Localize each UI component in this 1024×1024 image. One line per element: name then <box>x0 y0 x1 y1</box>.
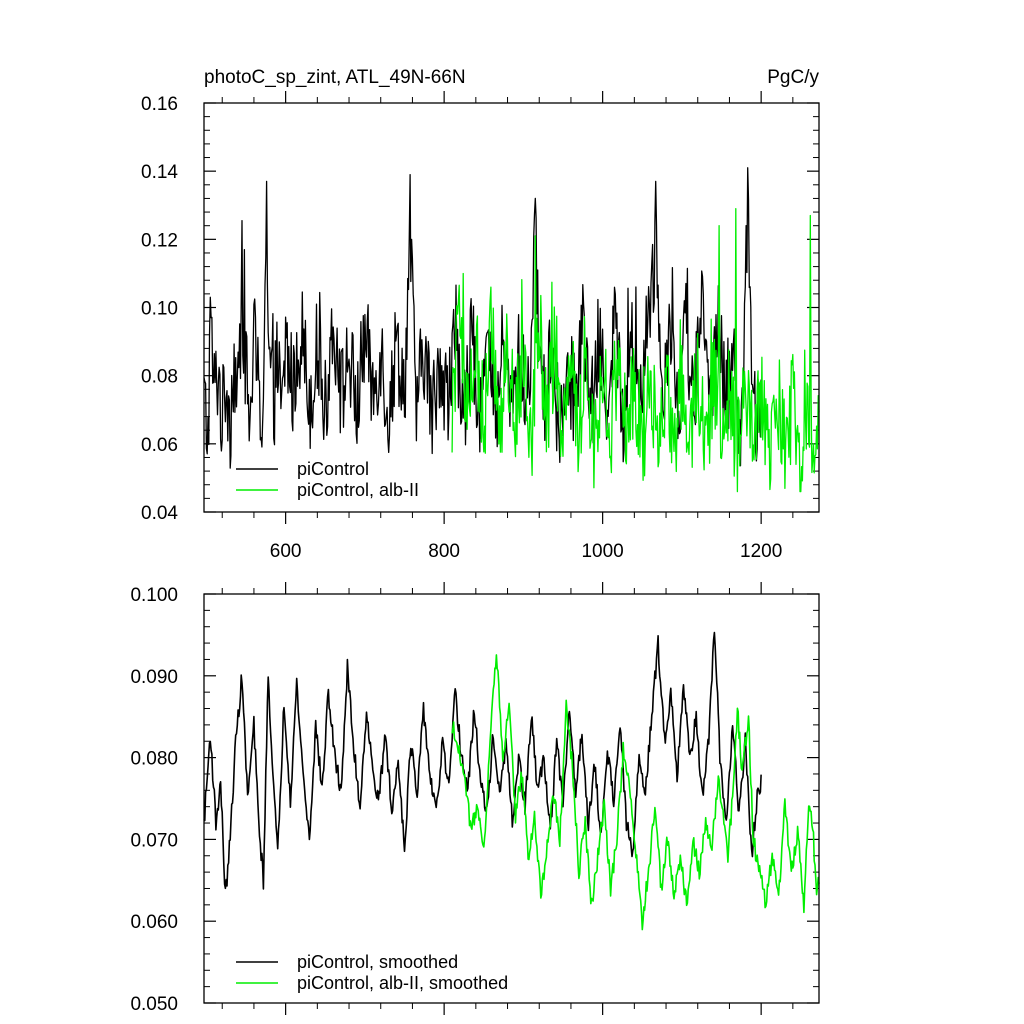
y-tick-label: 0.08 <box>141 367 178 388</box>
top-tick-labels: 0.04 0.06 0.08 0.10 0.12 0.14 0.16 600 800 1000 12… <box>141 94 782 562</box>
x-tick-label: 800 <box>428 541 460 562</box>
y-tick-label: 0.080 <box>130 749 178 770</box>
legend-label-picontrol: piControl <box>297 459 369 479</box>
y-tick-label: 0.090 <box>130 667 178 688</box>
bottom-plot-frame <box>203 593 820 1004</box>
x-tick-label: 1200 <box>740 541 782 562</box>
bottom-tick-labels: 0.050 0.060 0.070 0.080 0.090 0.100 <box>130 585 178 1015</box>
y-tick-label: 0.16 <box>141 94 178 115</box>
top-series-lines <box>203 167 820 493</box>
bottom-panel: 0.050 0.060 0.070 0.080 0.090 0.100 piControl… <box>130 582 820 1015</box>
series-line-picontrol-alb-ii-smoothed <box>451 654 820 931</box>
x-tick-label: 1000 <box>581 541 623 562</box>
series-line-picontrol-smoothed <box>203 631 762 890</box>
bottom-axis-ticks <box>204 582 819 1015</box>
x-tick-label: 600 <box>270 541 302 562</box>
y-tick-label: 0.10 <box>141 299 178 320</box>
y-tick-label: 0.14 <box>141 162 178 183</box>
y-tick-label: 0.12 <box>141 230 178 251</box>
y-tick-label: 0.06 <box>141 435 178 456</box>
legend-label-picontrol-smoothed: piControl, smoothed <box>297 952 458 972</box>
y-tick-label: 0.050 <box>130 994 178 1015</box>
series-line-picontrol-alb-ii <box>451 208 820 493</box>
bottom-series-lines <box>203 631 820 931</box>
y-tick-label: 0.100 <box>130 585 178 606</box>
chart-title: photoC_sp_zint, ATL_49N-66N <box>204 67 466 88</box>
y-tick-label: 0.060 <box>130 912 178 933</box>
chart-units: PgC/y <box>767 67 819 88</box>
top-panel: photoC_sp_zint, ATL_49N-66N PgC/y 0.040.… <box>141 67 820 562</box>
legend-label-picontrol-alb-ii: piControl, alb-II <box>297 480 419 500</box>
top-plot-frame <box>203 102 820 513</box>
y-tick-label: 0.070 <box>130 830 178 851</box>
y-tick-label: 0.04 <box>141 503 178 524</box>
legend-label-picontrol-alb-ii-smoothed: piControl, alb-II, smoothed <box>297 973 508 993</box>
bottom-legend: piControl, smoothed piControl, alb-II, s… <box>236 952 508 993</box>
top-legend: piControl piControl, alb-II <box>236 459 419 500</box>
